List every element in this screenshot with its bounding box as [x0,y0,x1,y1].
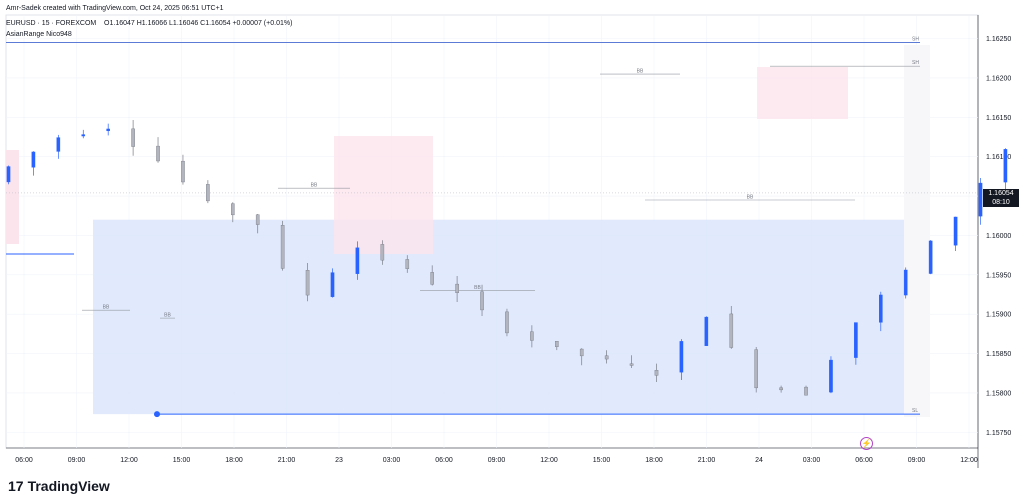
time-tick-label: 15:00 [593,457,611,464]
time-tick-label: 03:00 [383,457,401,464]
tradingview-mark-icon: 17 [8,478,24,494]
candle-body [255,214,260,225]
candle-body [31,151,36,168]
candle-body [679,341,684,373]
candle-body [854,322,858,358]
candle-body [654,370,659,376]
time-tick-label: 06:00 [855,457,873,464]
time-tick-label: 12:00 [120,457,138,464]
candle-body [81,134,86,137]
time-tick-label: 12:00 [540,457,558,464]
time-tick-label: 09:00 [908,457,926,464]
candle-body [206,184,210,202]
candle-body [455,283,459,294]
price-tick-label: 1.16100 [986,154,1011,161]
candle-body [505,311,509,334]
time-tick-label: 24 [755,457,763,464]
candle-body [530,331,534,341]
candle-body [56,137,61,152]
level-label: SL [912,408,918,414]
ohlc-values: O1.16047 H1.16066 L1.16046 C1.16054 +0.0… [104,20,293,27]
candle-body [480,291,484,311]
candle-body [754,349,758,389]
time-tick-label: 06:00 [435,457,453,464]
time-tick-label: 21:00 [278,457,296,464]
candle-body [829,359,833,393]
candle-body [1003,149,1008,183]
supply-zone-box [6,150,19,244]
candle-body [330,272,335,297]
candle-body [953,216,958,246]
candle-body [230,203,235,216]
price-tick-label: 1.15800 [986,390,1011,397]
candle-body [704,316,709,346]
level-label: SH [912,37,919,43]
candle-body [779,387,783,391]
price-tick-label: 1.16000 [986,233,1011,240]
time-tick-label: 18:00 [225,457,243,464]
time-tick-label: 09:00 [488,457,506,464]
symbol-ohlc-line: EURUSD · 15 · FOREXCOM O1.16047 H1.16066… [6,20,292,27]
indicator-label[interactable]: AsianRange Nico948 [6,31,72,38]
level-label: SH [912,60,919,66]
candle-body [903,269,908,296]
bb-label: BB [637,69,644,75]
symbol-label[interactable]: EURUSD · 15 · FOREXCOM [6,20,97,27]
price-tick-label: 1.16250 [986,36,1011,43]
attribution-text: Amr-Sadek created with TradingView.com, … [6,5,224,12]
candle-body [555,341,559,347]
price-tick-label: 1.15900 [986,312,1011,319]
candle-body [380,244,385,261]
candle-body [604,355,609,360]
time-tick-label: 12:00 [960,457,978,464]
candle-body [804,386,808,396]
brand-name: TradingView [27,478,110,494]
bb-label: BB [474,285,481,291]
tradingview-logo[interactable]: 17 TradingView [8,478,110,494]
candle-body [978,182,983,217]
time-tick-label: 15:00 [173,457,191,464]
lightning-icon[interactable]: ⚡ [860,437,873,450]
candle-body [405,259,410,269]
candle-body [879,294,883,323]
candle-body [579,348,584,357]
session-shade [904,45,930,417]
price-tick-label: 1.15750 [986,430,1011,437]
price-tick-label: 1.16200 [986,75,1011,82]
bb-label: BB [164,313,171,319]
supply-zone-box [334,136,433,254]
bb-label: BB [103,305,110,311]
candle-body [280,225,285,269]
bar-countdown: 08:10 [992,199,1010,206]
bb-label: BB [311,183,318,189]
price-tick-label: 1.15850 [986,351,1011,358]
price-tick-label: 1.16150 [986,115,1011,122]
time-tick-label: 18:00 [645,457,663,464]
time-tick-label: 03:00 [803,457,821,464]
candle-body [106,128,110,132]
candle-body [430,272,434,285]
time-tick-label: 23 [335,457,343,464]
last-price-tag: 1.16054 08:10 [983,189,1019,207]
candle-body [6,166,11,183]
time-tick-label: 06:00 [15,457,33,464]
last-price: 1.16054 [988,190,1014,197]
candle-body [928,240,933,274]
candle-body [355,247,360,274]
swing-low-dot [154,411,160,418]
bb-label: BB [747,195,754,201]
supply-zone-box [757,67,848,119]
candle-body [156,145,160,162]
candle-body [181,160,185,183]
candle-body [629,363,634,366]
candle-body [131,128,135,147]
time-tick-label: 21:00 [698,457,716,464]
candle-body [305,270,310,296]
price-tick-label: 1.15950 [986,272,1011,279]
candle-body [729,313,734,348]
time-tick-label: 09:00 [68,457,86,464]
